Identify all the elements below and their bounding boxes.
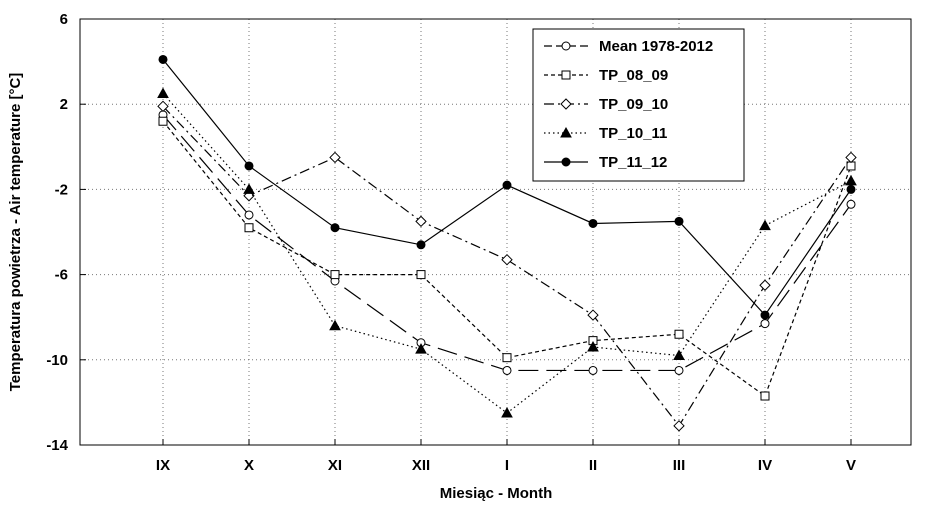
data-point — [673, 349, 685, 361]
y-tick-label: -10 — [46, 352, 68, 369]
series-line — [162, 120, 852, 397]
series-0 — [158, 110, 856, 375]
data-point — [759, 219, 771, 231]
data-point — [416, 270, 426, 280]
data-point — [158, 116, 168, 126]
legend: Mean 1978-2012 TP_08_09 TP_09_10 TP_10_11 TP… — [532, 28, 745, 182]
x-tick-label: X — [244, 457, 254, 474]
data-point — [244, 223, 254, 233]
series-1 — [158, 116, 856, 401]
series-2 — [157, 100, 857, 432]
x-axis-title: Miesiąc - Month — [440, 485, 553, 502]
data-point — [416, 240, 426, 250]
data-point — [845, 174, 857, 186]
data-point — [674, 329, 684, 339]
data-point — [415, 343, 427, 354]
data-point — [846, 184, 856, 194]
data-point — [329, 319, 341, 331]
legend-marker — [561, 157, 571, 167]
y-tick-label: 6 — [60, 11, 68, 28]
legend-label: TP_09_10 — [599, 96, 668, 113]
legend-marker — [561, 41, 571, 51]
series-layer — [157, 54, 857, 432]
series-4 — [158, 54, 856, 320]
series-line — [162, 105, 852, 427]
data-point — [846, 199, 856, 209]
series-line — [162, 93, 852, 414]
data-point — [588, 365, 598, 375]
legend-label: TP_10_11 — [599, 125, 667, 142]
x-tick-label: XII — [412, 457, 430, 474]
data-point — [587, 340, 599, 352]
data-point — [157, 100, 169, 113]
data-point — [502, 353, 512, 363]
data-point — [330, 270, 340, 280]
x-tick-label: I — [505, 457, 509, 474]
x-tick-label: XI — [328, 457, 342, 474]
data-point — [502, 180, 512, 190]
data-point — [502, 365, 512, 375]
plot-frame — [79, 18, 912, 446]
data-point — [674, 216, 684, 226]
legend-label: Mean 1978-2012 — [599, 38, 713, 55]
data-point — [501, 407, 513, 418]
data-point — [329, 151, 341, 164]
y-axis-ticks: 6 2 -2 -6 -10 -14 — [46, 11, 86, 454]
data-point — [845, 151, 857, 164]
data-point — [501, 253, 513, 266]
x-axis-ticks: IX X XI XII I II III IV V — [156, 439, 856, 474]
data-point — [330, 223, 340, 233]
data-point — [760, 391, 770, 401]
data-point — [760, 319, 770, 329]
data-point — [673, 420, 685, 432]
y-tick-label: -6 — [55, 267, 68, 284]
data-point — [243, 183, 255, 194]
legend-marker — [560, 126, 572, 138]
data-point — [846, 161, 856, 171]
y-axis-title: Temperatura powietrza - Air temperature … — [7, 73, 24, 392]
x-tick-label: IX — [156, 457, 170, 474]
x-tick-label: III — [673, 457, 686, 474]
legend-marker — [561, 70, 571, 80]
data-point — [244, 210, 254, 220]
legend-marker — [560, 98, 572, 110]
legend-label: TP_11_12 — [599, 154, 667, 171]
x-tick-label: IV — [758, 457, 772, 474]
data-point — [588, 218, 598, 228]
data-point — [157, 87, 169, 99]
y-tick-label: 2 — [60, 96, 68, 113]
data-point — [587, 309, 599, 321]
legend-label: TP_08_09 — [599, 67, 668, 84]
data-point — [674, 365, 684, 375]
grid — [80, 19, 911, 445]
x-tick-label: V — [846, 457, 856, 474]
data-point — [244, 161, 254, 171]
data-point — [415, 215, 427, 228]
series-line — [162, 114, 852, 372]
x-tick-label: II — [589, 457, 597, 474]
data-point — [760, 310, 770, 320]
y-tick-label: -2 — [55, 181, 68, 198]
data-point — [759, 279, 771, 291]
data-point — [158, 54, 168, 64]
series-3 — [157, 87, 857, 418]
y-tick-label: -14 — [46, 437, 68, 454]
